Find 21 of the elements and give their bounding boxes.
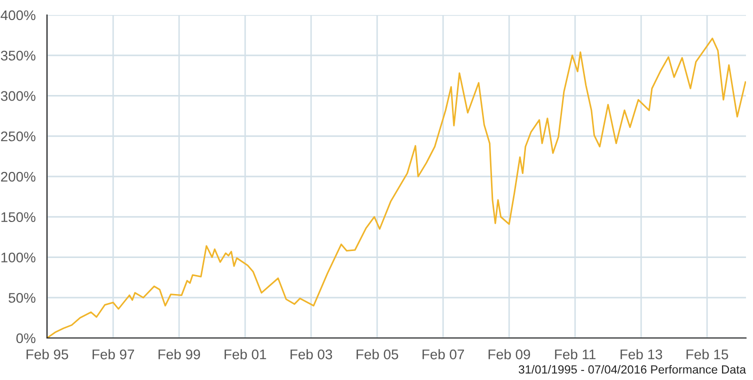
x-tick-label: Feb 99 <box>158 349 200 360</box>
x-tick-label: Feb 13 <box>620 349 662 360</box>
x-tick-label: Feb 01 <box>224 349 266 360</box>
x-tick-label: Feb 97 <box>92 349 134 360</box>
y-tick-label: 200% <box>1 172 36 182</box>
x-tick-label: Feb 11 <box>555 349 596 360</box>
x-tick-label: Feb 15 <box>686 349 728 360</box>
y-tick-label: 150% <box>1 212 36 222</box>
y-tick-label: 250% <box>1 131 36 142</box>
text: 31/01/1995 - 07/04/2016 Performance Data <box>518 364 746 374</box>
y-tick-label: 50% <box>8 292 36 303</box>
x-tick-label: Feb 07 <box>422 349 464 360</box>
x-tick-label: Feb 03 <box>290 349 332 360</box>
x-tick-label: Feb 05 <box>356 349 398 360</box>
y-tick-label: 0% <box>16 333 36 344</box>
x-tick-label: Feb 09 <box>488 349 530 360</box>
y-tick-label: 350% <box>0 50 36 61</box>
y-tick-label: 100% <box>1 252 36 262</box>
x-tick-label: Feb 95 <box>26 349 68 360</box>
y-tick-label: 400% <box>0 10 36 20</box>
y-tick-label: 300% <box>0 91 36 101</box>
